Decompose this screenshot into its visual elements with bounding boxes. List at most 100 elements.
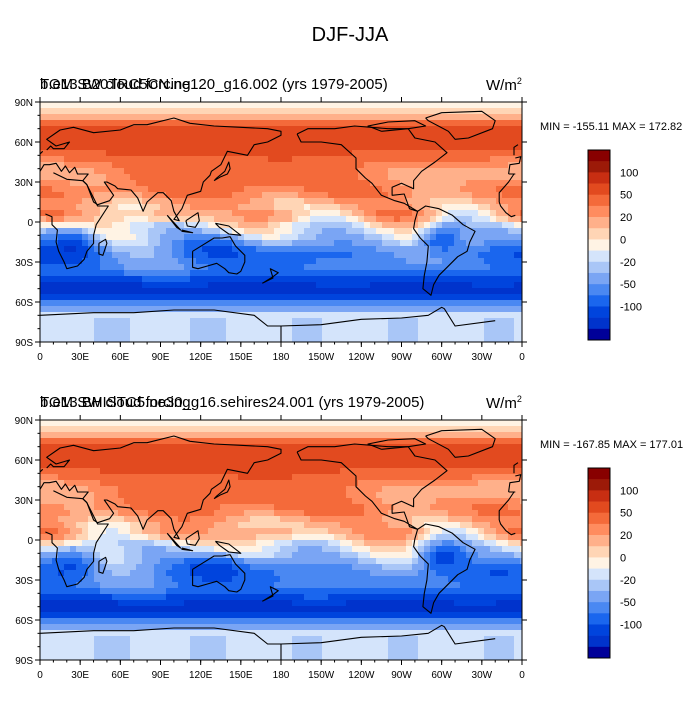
field-cell [214, 204, 221, 211]
field-cell [178, 444, 185, 451]
field-cell [316, 210, 323, 217]
field-cell [502, 162, 509, 169]
field-cell [316, 234, 323, 241]
field-cell [88, 264, 95, 271]
field-cell [328, 420, 335, 427]
field-cell [64, 474, 71, 481]
field-cell [478, 324, 485, 331]
field-cell [304, 264, 311, 271]
field-cell [484, 330, 491, 337]
field-cell [226, 114, 233, 121]
field-cell [196, 204, 203, 211]
field-cell [370, 216, 377, 223]
field-cell [466, 294, 473, 301]
field-cell [436, 432, 443, 439]
field-cell [76, 306, 83, 313]
field-cell [64, 186, 71, 193]
field-cell [316, 228, 323, 235]
field-cell [256, 474, 263, 481]
y-tick-label: 0 [27, 218, 33, 229]
field-cell [430, 180, 437, 187]
field-cell [436, 510, 443, 517]
field-cell [478, 318, 485, 325]
field-cell [400, 270, 407, 277]
field-cell [346, 114, 353, 121]
field-cell [100, 456, 107, 463]
field-cell [424, 444, 431, 451]
field-cell [424, 222, 431, 229]
field-cell [124, 216, 131, 223]
field-cell [364, 216, 371, 223]
field-cell [214, 228, 221, 235]
field-cell [394, 426, 401, 433]
field-cell [496, 288, 503, 295]
field-cell [202, 138, 209, 145]
field-cell [76, 324, 83, 331]
field-cell [412, 264, 419, 271]
field-cell [70, 102, 77, 109]
field-cell [340, 108, 347, 115]
field-cell [256, 222, 263, 229]
field-cell [430, 252, 437, 259]
field-cell [472, 156, 479, 163]
field-cell [340, 504, 347, 511]
field-cell [130, 486, 137, 493]
field-cell [466, 504, 473, 511]
field-cell [262, 306, 269, 313]
field-cell [208, 252, 215, 259]
field-cell [280, 198, 287, 205]
field-cell [136, 186, 143, 193]
field-cell [334, 498, 341, 505]
field-cell [316, 156, 323, 163]
field-cell [448, 282, 455, 289]
field-cell [268, 132, 275, 139]
field-cell [226, 144, 233, 151]
field-cell [418, 252, 425, 259]
field-cell [118, 486, 125, 493]
field-cell [508, 324, 515, 331]
field-cell [94, 114, 101, 121]
field-cell [160, 462, 167, 469]
field-cell [130, 294, 137, 301]
field-cell [244, 138, 251, 145]
field-cell [508, 102, 515, 109]
field-cell [274, 114, 281, 121]
field-cell [418, 108, 425, 115]
colorbar-swatch [588, 262, 610, 273]
field-cell [292, 294, 299, 301]
field-cell [76, 426, 83, 433]
field-cell [304, 522, 311, 529]
field-cell [460, 282, 467, 289]
field-cell [244, 180, 251, 187]
field-cell [304, 480, 311, 487]
field-cell [166, 522, 173, 529]
field-cell [232, 300, 239, 307]
field-cell [154, 330, 161, 337]
field-cell [316, 300, 323, 307]
field-cell [148, 150, 155, 157]
field-cell [100, 186, 107, 193]
field-cell [184, 468, 191, 475]
field-cell [178, 138, 185, 145]
field-cell [58, 102, 65, 109]
field-cell [310, 258, 317, 265]
field-cell [136, 108, 143, 115]
field-cell [106, 450, 113, 457]
field-cell [340, 468, 347, 475]
field-cell [130, 282, 137, 289]
field-cell [190, 138, 197, 145]
field-cell [448, 420, 455, 427]
field-cell [244, 528, 251, 535]
field-cell [304, 114, 311, 121]
field-cell [520, 294, 527, 301]
field-cell [178, 510, 185, 517]
field-cell [238, 498, 245, 505]
field-cell [262, 432, 269, 439]
field-cell [196, 252, 203, 259]
field-cell [130, 324, 137, 331]
field-cell [358, 192, 365, 199]
field-cell [328, 468, 335, 475]
field-cell [70, 144, 77, 151]
field-cell [520, 114, 527, 121]
field-cell [394, 222, 401, 229]
